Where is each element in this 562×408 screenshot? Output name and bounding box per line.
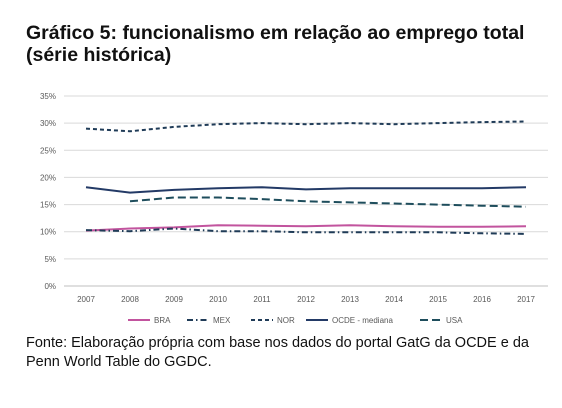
- x-tick-label: 2008: [121, 295, 139, 304]
- series-line-mex: [85, 227, 527, 235]
- x-tick-label: 2010: [209, 295, 227, 304]
- chart-title: Gráfico 5: funcionalismo em relação ao e…: [26, 22, 525, 66]
- series-line-bra: [85, 224, 527, 232]
- x-tick-label: 2007: [77, 295, 95, 304]
- y-tick-label: 0%: [44, 282, 56, 291]
- y-tick-label: 15%: [40, 201, 56, 210]
- series-line-ocde-mediana: [85, 186, 527, 194]
- y-tick-label: 35%: [40, 92, 56, 101]
- series-line-usa: [129, 196, 527, 208]
- legend: BRA MEX NOR OCDE - mediana USA: [128, 316, 463, 325]
- x-tick-label: 2017: [517, 295, 535, 304]
- x-tick-label: 2012: [297, 295, 315, 304]
- x-tick-label: 2015: [429, 295, 447, 304]
- legend-label: OCDE - mediana: [332, 316, 393, 325]
- y-tick-label: 25%: [40, 146, 56, 155]
- y-axis-ticks: 0% 5% 10% 15% 20% 25% 30% 35%: [40, 92, 56, 291]
- y-tick-label: 10%: [40, 228, 56, 237]
- legend-label: USA: [446, 316, 463, 325]
- legend-label: BRA: [154, 316, 171, 325]
- y-tick-label: 20%: [40, 173, 56, 182]
- legend-label: NOR: [277, 316, 295, 325]
- x-tick-label: 2011: [253, 295, 271, 304]
- x-tick-label: 2009: [165, 295, 183, 304]
- series-lines: [85, 120, 527, 235]
- legend-label: MEX: [213, 316, 231, 325]
- source-note: Fonte: Elaboração própria com base nos d…: [26, 335, 529, 370]
- series-line-nor: [85, 120, 527, 133]
- x-axis-ticks: 2007 2008 2009 2010 2011 2012 2013 2014 2015 2016…: [77, 295, 535, 304]
- y-tick-label: 30%: [40, 119, 56, 128]
- x-tick-label: 2013: [341, 295, 359, 304]
- x-tick-label: 2014: [385, 295, 403, 304]
- y-tick-label: 5%: [44, 255, 56, 264]
- x-tick-label: 2016: [473, 295, 491, 304]
